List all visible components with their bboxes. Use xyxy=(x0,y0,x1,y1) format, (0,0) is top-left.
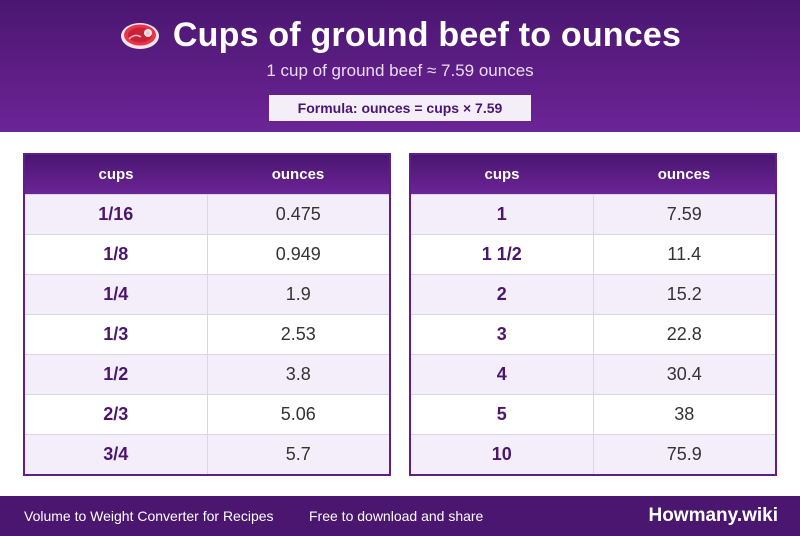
table-body: 1 7.59 1 1/2 11.4 2 15.2 3 22.8 4 30.4 5 38 10… xyxy=(411,194,775,474)
cups-cell: 2 xyxy=(411,275,594,314)
subtitle: 1 cup of ground beef ≈ 7.59 ounces xyxy=(266,61,534,80)
ounces-cell: 5.06 xyxy=(280,404,316,424)
footer-converter-text: Volume to Weight Converter for Recipes xyxy=(24,508,274,524)
cups-cell: 1/3 xyxy=(25,315,208,354)
table-header: cups ounces xyxy=(25,155,389,194)
ounces-cell: 1.9 xyxy=(285,284,311,304)
cups-cell: 1/16 xyxy=(25,195,208,234)
ounces-cell: 15.2 xyxy=(666,284,702,304)
cups-cell: 1/2 xyxy=(25,355,208,394)
table-row: 4 30.4 xyxy=(411,354,775,394)
ounces-cell: 75.9 xyxy=(666,444,702,464)
cups-cell: 10 xyxy=(411,435,594,474)
ounces-cell: 2.53 xyxy=(280,324,316,344)
table-row: 1/16 0.475 xyxy=(25,194,389,234)
column-header-ounces: ounces xyxy=(657,166,711,183)
formula-badge: Formula: ounces = cups × 7.59 xyxy=(269,95,531,121)
cups-cell: 3/4 xyxy=(25,435,208,474)
table-row: 1/2 3.8 xyxy=(25,354,389,394)
ounces-cell: 38 xyxy=(674,404,695,424)
table-row: 1 1/2 11.4 xyxy=(411,234,775,274)
column-header-cups: cups xyxy=(98,166,134,183)
cups-cell: 2/3 xyxy=(25,395,208,434)
cups-cell: 4 xyxy=(411,355,594,394)
table-row: 1/8 0.949 xyxy=(25,234,389,274)
cups-cell: 1 1/2 xyxy=(411,235,594,274)
table-row: 1 7.59 xyxy=(411,194,775,234)
cups-cell: 1/4 xyxy=(25,275,208,314)
ounces-cell: 7.59 xyxy=(666,204,702,224)
column-header-cups: cups xyxy=(484,166,520,183)
table-row: 1/3 2.53 xyxy=(25,314,389,354)
ounces-cell: 5.7 xyxy=(285,444,311,464)
column-header-ounces: ounces xyxy=(271,166,325,183)
brand-link[interactable]: Howmany.wiki xyxy=(648,505,778,526)
table-row: 2/3 5.06 xyxy=(25,394,389,434)
footer-share-text: Free to download and share xyxy=(309,508,484,524)
ounces-cell: 0.949 xyxy=(275,244,321,264)
cups-cell: 1 xyxy=(411,195,594,234)
cups-cell: 1/8 xyxy=(25,235,208,274)
conversion-table-right: cups ounces 1 7.59 1 1/2 11.4 2 15.2 3 22.8 … xyxy=(409,153,777,476)
ounces-cell: 30.4 xyxy=(666,364,702,384)
table-row: 3 22.8 xyxy=(411,314,775,354)
table-row: 3/4 5.7 xyxy=(25,434,389,474)
table-row: 10 75.9 xyxy=(411,434,775,474)
table-row: 2 15.2 xyxy=(411,274,775,314)
header: Cups of ground beef to ounces 1 cup of g… xyxy=(0,0,800,132)
title-row: Cups of ground beef to ounces xyxy=(0,14,800,56)
ounces-cell: 0.475 xyxy=(275,204,321,224)
cups-cell: 3 xyxy=(411,315,594,354)
steak-icon xyxy=(120,23,159,49)
cups-cell: 5 xyxy=(411,395,594,434)
table-body: 1/16 0.475 1/8 0.949 1/4 1.9 1/3 2.53 1/2 3.8… xyxy=(25,194,389,474)
page-title: Cups of ground beef to ounces xyxy=(172,15,682,54)
table-row: 1/4 1.9 xyxy=(25,274,389,314)
ounces-cell: 11.4 xyxy=(667,244,702,264)
ounces-cell: 22.8 xyxy=(666,324,702,344)
table-row: 5 38 xyxy=(411,394,775,434)
conversion-table-left: cups ounces 1/16 0.475 1/8 0.949 1/4 1.9 1/… xyxy=(23,153,391,476)
footer: Volume to Weight Converter for Recipes F… xyxy=(0,496,800,536)
table-header: cups ounces xyxy=(411,155,775,194)
ounces-cell: 3.8 xyxy=(285,364,311,384)
